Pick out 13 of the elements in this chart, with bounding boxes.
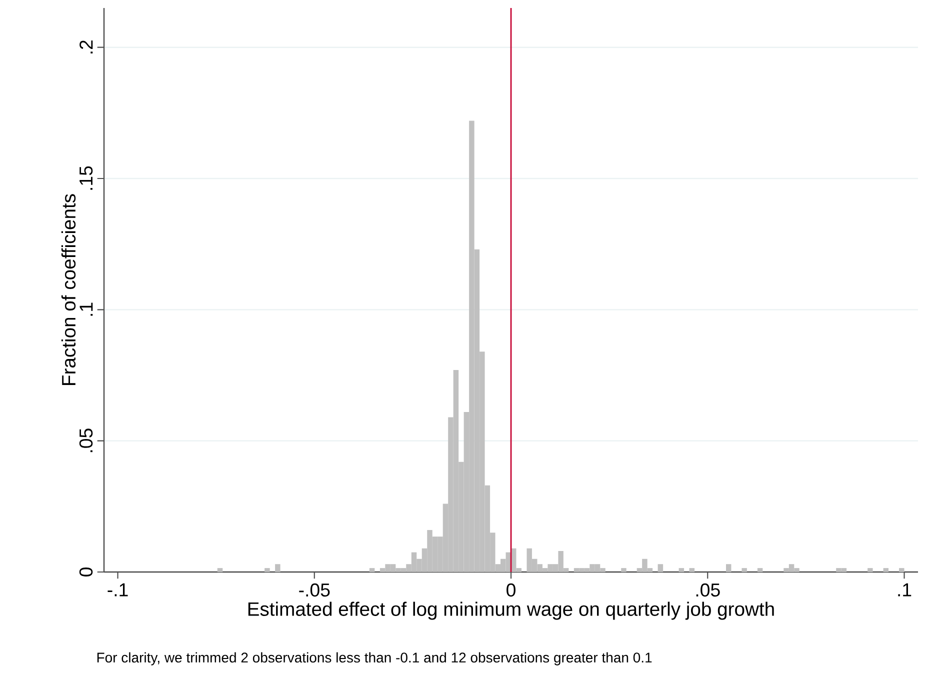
x-tick-label: -.05: [299, 583, 330, 597]
x-axis-title: Estimated effect of log minimum wage on quarterly job growth: [248, 602, 774, 620]
x-tick-label: 0: [506, 583, 516, 597]
y-tick-label: .2: [80, 40, 93, 54]
y-tick-label: .1: [80, 302, 93, 316]
x-tick-label: .1: [898, 583, 912, 596]
y-tick-label: 0: [79, 568, 93, 576]
y-axis-title: Fraction of coefficients: [61, 194, 76, 385]
y-tick-label: .15: [80, 166, 93, 190]
x-tick-label: -.1: [108, 583, 128, 596]
y-tick-label: .05: [79, 428, 93, 452]
x-tick-label: .05: [696, 583, 720, 597]
text: For clarity, we trimmed 2 observations less than -0.1 and 12 observations greater than 0.1: [97, 652, 652, 666]
